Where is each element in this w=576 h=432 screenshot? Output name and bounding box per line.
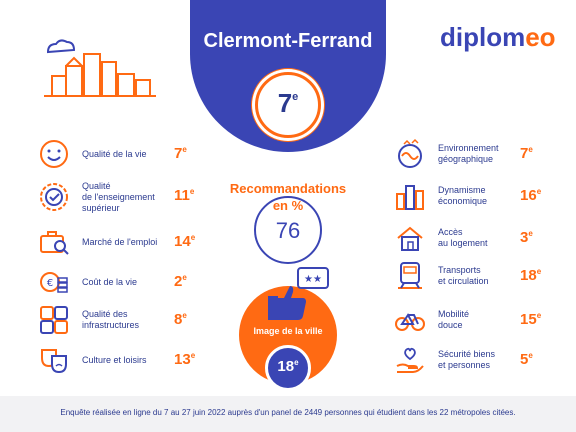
- city-image-rank: 18e: [277, 358, 299, 375]
- item-rank: 15e: [520, 311, 542, 328]
- infrastructure-icon: [40, 306, 68, 334]
- item-rank: 13e: [174, 351, 196, 368]
- footer-bar: [0, 396, 576, 432]
- item-rank: 11e: [174, 187, 195, 204]
- item-label: Sécurité biens et personnes: [438, 349, 496, 370]
- item-rank: 7e: [520, 145, 533, 162]
- city-title: Clermont-Ferrand: [203, 30, 373, 52]
- svg-text:€: €: [47, 278, 53, 289]
- item-label: Marché de l'emploi: [82, 236, 158, 247]
- list-item: Culture et loisirs 13e: [38, 344, 208, 376]
- item-label: Qualité des infrastructures: [82, 309, 140, 330]
- list-item: Environnement géographique 7e: [394, 138, 554, 170]
- overall-rank: 7e: [277, 88, 299, 118]
- svg-text:★★: ★★: [304, 274, 322, 285]
- bicycle-icon: [395, 313, 425, 331]
- train-icon: [398, 262, 422, 289]
- item-label: Environnement géographique: [438, 143, 499, 164]
- coins-icon: €: [40, 272, 68, 293]
- briefcase-search-icon: [40, 231, 69, 255]
- item-rank: 7e: [174, 145, 187, 162]
- item-label: Qualité de l'enseignement supérieur: [82, 180, 155, 213]
- item-rank: 2e: [174, 273, 187, 290]
- city-image-label: Image de la ville: [253, 326, 323, 336]
- item-rank: 8e: [174, 311, 187, 328]
- globe-nature-icon: [398, 138, 422, 168]
- item-label: Accès au logement: [438, 227, 488, 248]
- item-rank: 3e: [520, 229, 533, 246]
- list-item: Qualité des infrastructures 8e: [38, 304, 208, 336]
- thumbs-up-icon: ★★: [268, 267, 329, 320]
- heart-hand-icon: [396, 347, 424, 373]
- item-label: Coût de la vie: [82, 276, 138, 287]
- item-rank: 16e: [520, 187, 542, 204]
- item-label: Culture et loisirs: [82, 354, 147, 365]
- overall-rank-ring: [255, 72, 321, 138]
- city-growth-icon: [396, 185, 424, 210]
- house-icon: [397, 226, 423, 251]
- list-item: Marché de l'emploi 14e: [38, 226, 208, 258]
- item-label: Mobilité douce: [438, 309, 470, 330]
- list-item: € Coût de la vie 2e: [38, 266, 208, 298]
- footer-text: Enquête réalisée en ligne du 7 au 27 jui…: [60, 408, 516, 417]
- list-item: Accès au logement 3e: [394, 222, 554, 254]
- list-item: Qualité de l'enseignement supérieur 11e: [38, 180, 208, 214]
- city-image-rank-circle: [265, 345, 311, 391]
- item-label: Qualité de la vie: [82, 148, 147, 159]
- item-rank: 18e: [520, 267, 542, 284]
- recommendations-circle: [254, 196, 322, 264]
- city-skyline-icon: [44, 39, 156, 97]
- list-item: Qualité de la vie 7e: [38, 138, 208, 170]
- item-rank: 14e: [174, 233, 196, 250]
- list-item: Sécurité biens et personnes 5e: [394, 344, 554, 376]
- list-item: Mobilité douce 15e: [394, 304, 554, 336]
- quality-badge-icon: [40, 183, 68, 211]
- recommendations-value: 76: [275, 218, 301, 243]
- brand-logo: diplomeo: [440, 22, 556, 52]
- theatre-masks-icon: [41, 349, 67, 374]
- item-rank: 5e: [520, 351, 533, 368]
- smiley-icon: [40, 140, 68, 168]
- list-item: Transports et circulation 18e: [394, 260, 554, 292]
- list-item: Dynamisme économique 16e: [394, 180, 554, 212]
- item-label: Dynamisme économique: [438, 185, 488, 206]
- item-label: Transports et circulation: [438, 265, 489, 286]
